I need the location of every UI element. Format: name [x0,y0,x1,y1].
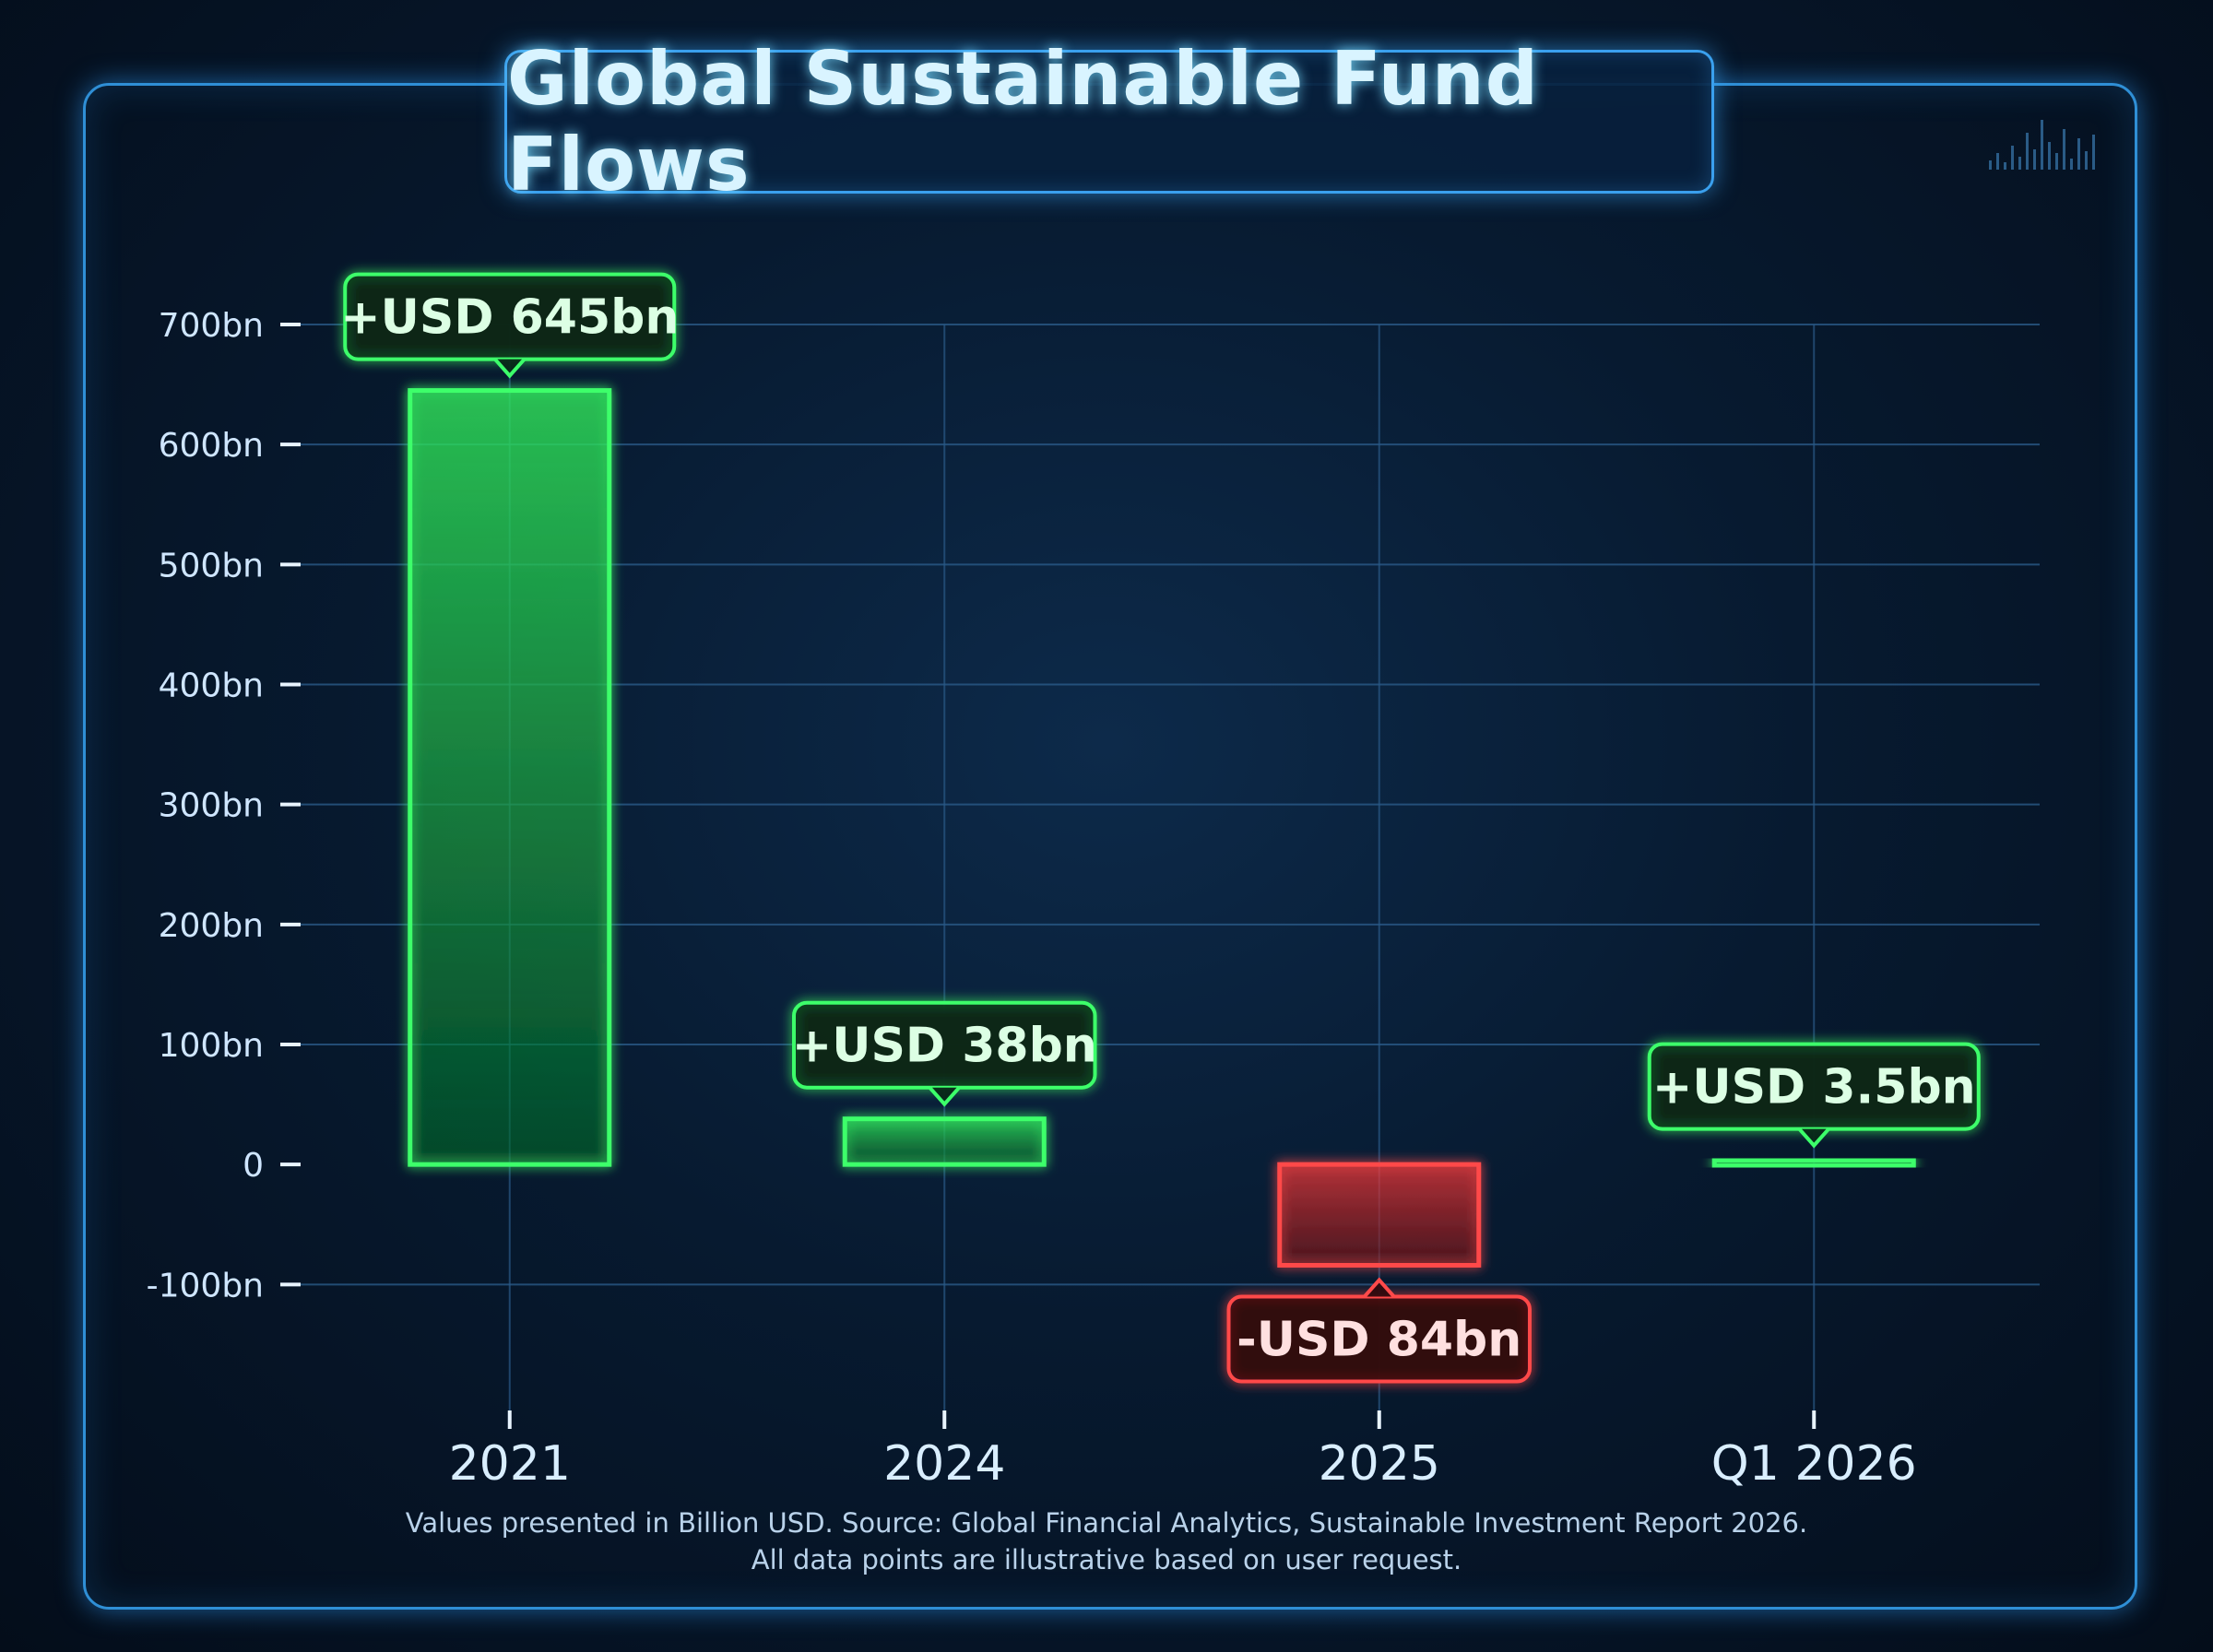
bars [408,388,1916,1268]
y-tick-label: 500bn [159,547,264,584]
data-label-text: +USD 645bn [340,290,679,346]
x-tick-label: Q1 2026 [1711,1436,1917,1492]
x-tick-label: 2024 [883,1436,1005,1492]
data-label-pointer [493,358,527,379]
x-tick-label: 2021 [449,1436,571,1492]
data-label-text: -USD 84bn [1237,1312,1521,1367]
footnote-line-2: All data points are illustrative based o… [751,1544,1462,1575]
data-label-pointer [1363,1277,1396,1298]
footnote: Values presented in Billion USD. Source:… [0,1504,2213,1578]
data-label-2025: -USD 84bn [1226,1277,1532,1384]
title-box: Global Sustainable Fund Flows [504,36,1714,207]
bar-2025 [1277,1162,1482,1268]
x-axis-labels: 2021 2024 2025 Q1 2026 [449,1410,1917,1492]
data-label-2021: +USD 645bn [340,272,679,379]
y-tick-label: 400bn [159,667,264,704]
data-label-text: +USD 3.5bn [1652,1060,1976,1115]
axes [299,324,2040,1412]
data-labels: +USD 645bn +USD 38bn -USD 84bn +USD 3.5bn [340,272,1981,1384]
data-label-text: +USD 38bn [792,1019,1097,1074]
y-tick-label: 600bn [159,427,264,465]
data-label-2024: +USD 38bn [792,1000,1097,1107]
decorative-bars-icon [1989,120,2095,170]
y-tick-label: 700bn [159,307,264,345]
footnote-line-1: Values presented in Billion USD. Source:… [405,1507,1808,1539]
data-label-pointer [1797,1127,1830,1149]
x-tick-label: 2025 [1319,1436,1440,1492]
y-tick-label: 200bn [159,907,264,945]
bar-2024 [842,1116,1047,1167]
data-label-q1-2026: +USD 3.5bn [1647,1042,1981,1149]
bar-2021 [408,388,612,1167]
data-label-pointer [928,1086,961,1107]
y-axis-ticks: 700bn 600bn 500bn 400bn 300bn 200bn 100bn 0 -100… [147,307,301,1304]
y-tick-label: 0 [243,1147,264,1185]
y-tick-label: -100bn [147,1267,264,1304]
y-tick-label: 100bn [159,1027,264,1065]
y-tick-label: 300bn [159,787,264,825]
chart-title: Global Sustainable Fund Flows [507,36,1539,207]
